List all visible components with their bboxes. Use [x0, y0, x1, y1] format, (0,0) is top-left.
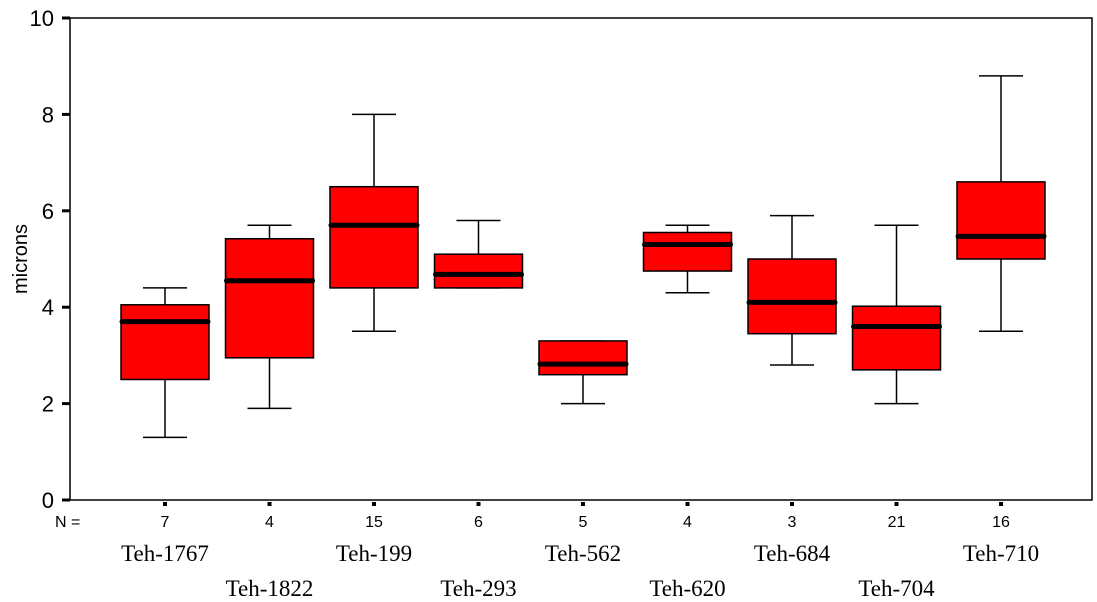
- x-tick-mark: [372, 502, 376, 506]
- x-tick-mark: [581, 502, 585, 506]
- box-iqr: [642, 231, 733, 272]
- x-axis-labels: 7 Teh-1767 4 Teh-1822 15 Teh-199 6 Teh-293 5 Teh-…: [121, 502, 1039, 601]
- box-Teh-684: [746, 214, 838, 366]
- x-tick-mark: [267, 502, 272, 506]
- box-iqr: [329, 185, 419, 289]
- n-count: 15: [365, 514, 383, 531]
- n-count: 7: [161, 514, 170, 531]
- y-tick-label: 6: [42, 199, 54, 224]
- y-tick-label: 10: [30, 6, 54, 31]
- box-Teh-620: [642, 224, 733, 294]
- n-count: 4: [683, 514, 692, 531]
- x-tick-mark: [894, 502, 899, 506]
- box-Teh-710: [955, 75, 1047, 333]
- x-tick-mark: [790, 502, 794, 506]
- n-count: 3: [788, 514, 797, 531]
- y-tick-label: 2: [42, 392, 54, 417]
- y-tick-label: 8: [42, 102, 54, 127]
- box-Teh-1822: [224, 224, 315, 410]
- box-iqr: [120, 304, 210, 381]
- x-tick-mark: [999, 502, 1003, 506]
- x-tick-mark: [685, 502, 690, 506]
- category-label: Teh-293: [440, 576, 516, 601]
- x-tick-mark: [476, 502, 481, 506]
- y-tick-label: 4: [42, 295, 54, 320]
- n-count: 4: [265, 514, 274, 531]
- box-iqr: [433, 253, 524, 289]
- y-axis-label: microns: [10, 224, 32, 294]
- category-label: Teh-1822: [226, 576, 314, 601]
- category-label: Teh-562: [545, 541, 621, 566]
- box-Teh-199: [328, 113, 420, 333]
- box-Teh-1767: [119, 287, 211, 439]
- box-Teh-293: [433, 219, 524, 289]
- box-Teh-704: [851, 224, 942, 405]
- n-count: 16: [992, 514, 1010, 531]
- box-iqr: [224, 238, 315, 359]
- box-iqr: [956, 181, 1046, 260]
- boxes-layer: [119, 75, 1047, 439]
- box-iqr: [538, 340, 628, 376]
- x-tick-mark: [163, 502, 167, 506]
- category-label: Teh-199: [336, 541, 412, 566]
- category-label: Teh-710: [963, 541, 1039, 566]
- category-label: Teh-704: [858, 576, 935, 601]
- n-count: 6: [474, 514, 483, 531]
- plot-area: [69, 17, 1093, 501]
- y-tick-label: 0: [42, 488, 54, 513]
- category-label: Teh-1767: [121, 541, 209, 566]
- n-prefix-label: N =: [55, 514, 80, 531]
- category-label: Teh-620: [649, 576, 725, 601]
- box-Teh-562: [537, 340, 629, 405]
- category-label: Teh-684: [754, 541, 831, 566]
- n-count: 5: [579, 514, 588, 531]
- box-iqr: [851, 305, 942, 371]
- box-iqr: [747, 258, 837, 335]
- n-count: 21: [888, 514, 906, 531]
- y-axis: 0 2 4 6 8 10: [30, 6, 70, 513]
